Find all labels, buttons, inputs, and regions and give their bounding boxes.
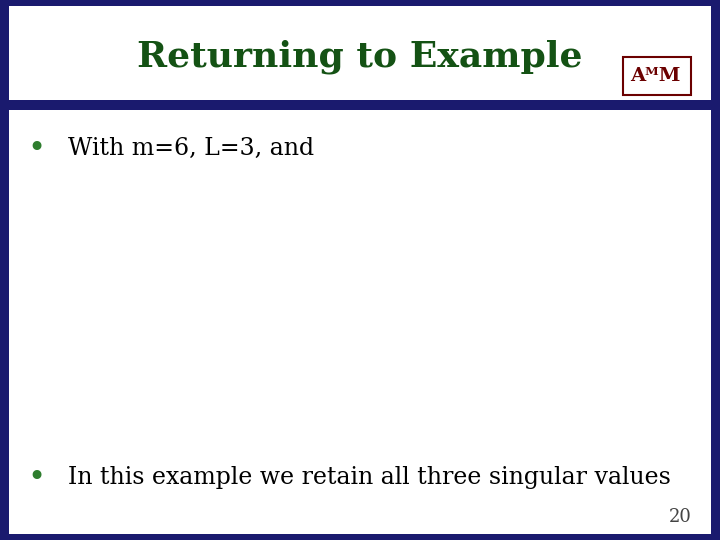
Text: Returning to Example: Returning to Example [138, 39, 582, 74]
Bar [0, 534, 720, 540]
Bar [711, 0, 720, 540]
Bar [623, 57, 691, 94]
Text: •: • [27, 463, 45, 492]
Text: In this example we retain all three singular values: In this example we retain all three sing… [68, 467, 671, 489]
Text: With m=6, L=3, and: With m=6, L=3, and [68, 137, 315, 160]
Text: •: • [27, 134, 45, 163]
Bar [0, 0, 720, 6]
Text: 20: 20 [668, 509, 691, 526]
Text: AᴹM: AᴹM [630, 66, 680, 85]
Bar [9, 100, 711, 110]
Bar [0, 0, 9, 540]
